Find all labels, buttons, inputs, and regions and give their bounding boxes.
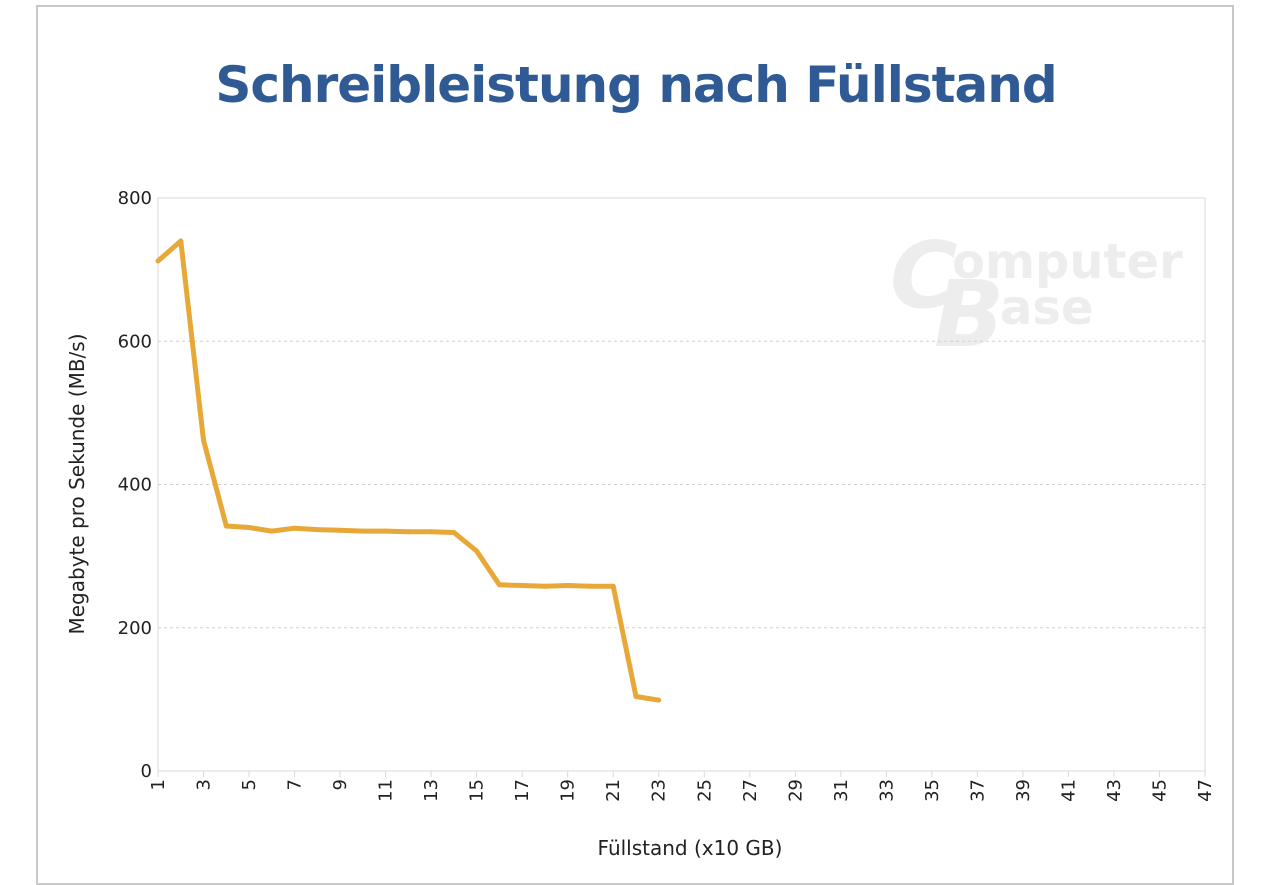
x-axis-ticks: 1 3 5 7 9 11 13 15 17 19 21 23 25 27 29 31 33 35 37 39 41 43 4… xyxy=(148,771,1216,802)
data-point xyxy=(360,528,366,534)
data-series xyxy=(155,238,662,703)
data-point xyxy=(565,582,571,588)
x-tick-label: 7 xyxy=(285,779,306,790)
y-tick-label: 800 xyxy=(118,188,152,209)
grid-lines xyxy=(158,340,1205,629)
x-tick-label: 45 xyxy=(1149,779,1170,802)
data-point xyxy=(633,694,639,700)
data-point xyxy=(223,523,229,529)
x-tick-label: 33 xyxy=(876,779,897,802)
data-point xyxy=(155,258,161,264)
chart-frame xyxy=(36,5,1234,885)
x-tick-label: 23 xyxy=(649,779,670,802)
x-tick-label: 29 xyxy=(785,779,806,802)
y-tick-label: 200 xyxy=(118,618,152,639)
chart-title: Schreibleistung nach Füllstand xyxy=(215,56,1057,114)
watermark-b: B xyxy=(934,261,1004,368)
data-point xyxy=(269,528,275,534)
watermark-ase: ase xyxy=(1000,280,1094,336)
data-point xyxy=(474,548,480,554)
x-tick-label: 11 xyxy=(376,779,397,802)
data-point xyxy=(542,583,548,589)
watermark-omputer: omputer xyxy=(952,234,1183,290)
data-point xyxy=(428,529,434,535)
data-point xyxy=(314,527,320,533)
y-axis-ticks: 0 200 400 600 800 xyxy=(118,188,152,782)
data-point xyxy=(405,529,411,535)
data-point xyxy=(383,528,389,534)
data-point xyxy=(587,583,593,589)
plot-area xyxy=(157,197,1206,772)
y-tick-label: 600 xyxy=(118,331,152,352)
data-point xyxy=(337,527,343,533)
x-tick-label: 37 xyxy=(967,779,988,802)
data-point xyxy=(519,582,525,588)
x-tick-label: 19 xyxy=(558,779,579,802)
x-tick-label: 35 xyxy=(922,779,943,802)
data-point xyxy=(292,525,298,531)
x-tick-label: 13 xyxy=(421,779,442,802)
data-point xyxy=(246,524,252,530)
y-axis-label: Megabyte pro Sekunde (MB/s) xyxy=(65,333,89,634)
watermark-logo: C omputer B ase xyxy=(890,222,1183,368)
data-point xyxy=(178,238,184,244)
x-tick-label: 3 xyxy=(194,779,215,790)
data-point xyxy=(610,583,616,589)
x-tick-label: 47 xyxy=(1195,779,1216,802)
x-tick-label: 41 xyxy=(1058,779,1079,802)
x-tick-label: 43 xyxy=(1104,779,1125,802)
data-point xyxy=(496,582,502,588)
y-tick-label: 400 xyxy=(118,475,152,496)
x-tick-label: 21 xyxy=(603,779,624,802)
x-tick-label: 9 xyxy=(330,779,351,790)
x-tick-label: 39 xyxy=(1013,779,1034,802)
x-tick-label: 25 xyxy=(694,779,715,802)
watermark-c: C xyxy=(890,222,958,329)
data-point xyxy=(201,437,207,443)
series-line-0 xyxy=(156,238,660,703)
x-tick-label: 31 xyxy=(831,779,852,802)
x-tick-label: 1 xyxy=(148,779,169,790)
x-tick-label: 27 xyxy=(740,779,761,802)
data-point xyxy=(451,529,457,535)
x-tick-label: 5 xyxy=(239,779,260,790)
x-axis-label: Füllstand (x10 GB) xyxy=(598,836,783,860)
x-tick-label: 15 xyxy=(467,779,488,802)
x-tick-label: 17 xyxy=(512,779,533,802)
y-tick-label: 0 xyxy=(141,761,152,782)
data-point xyxy=(656,697,662,703)
